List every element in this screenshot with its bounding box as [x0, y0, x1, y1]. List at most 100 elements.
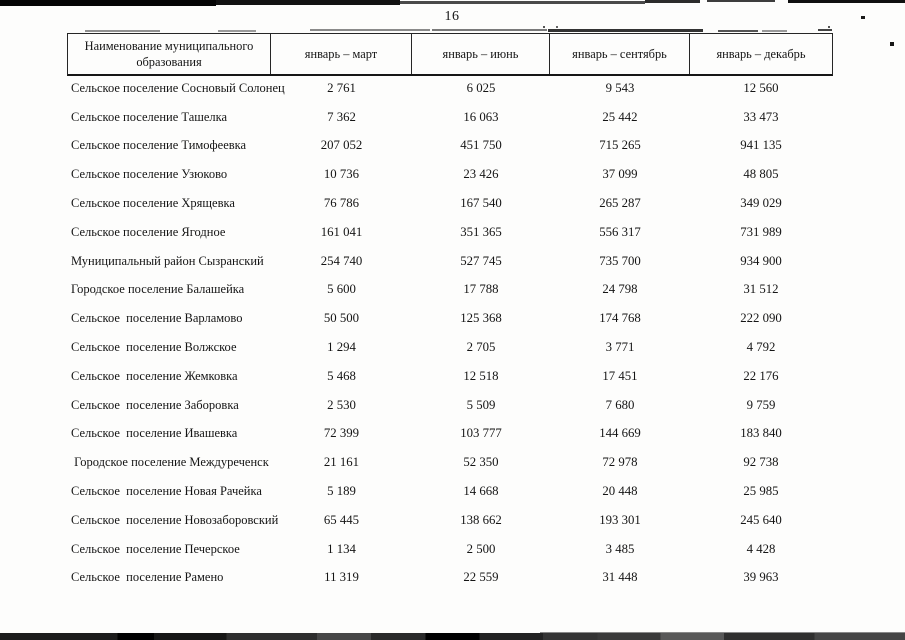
row-name-cell: Сельское поселение Волжское	[71, 340, 237, 355]
row-value-cell: 2 705	[466, 340, 496, 355]
row-value-cell: 193 301	[599, 512, 641, 527]
row-value-cell: 349 029	[740, 196, 782, 211]
row-value-cell: 5 189	[327, 484, 356, 499]
row-value-cell: 16 063	[463, 109, 499, 124]
scan-artifact-speck	[890, 42, 894, 46]
row-name-cell: Сельское поселение Ягодное	[71, 224, 226, 239]
row-value-cell: 556 317	[599, 224, 641, 239]
row-name-cell: Сельское поселение Жемковка	[71, 368, 238, 383]
scan-artifact-dash	[718, 30, 758, 32]
table-row: Сельское поселение Заборовка 2 530 5 509 7 …	[69, 391, 832, 420]
row-value-cell: 5 509	[466, 397, 496, 412]
row-value-cell: 92 738	[743, 455, 779, 470]
scan-artifact-speck	[861, 16, 865, 19]
scan-artifact-dash	[310, 29, 430, 31]
row-value-cell: 14 668	[463, 484, 499, 499]
table-row: Сельское поселение Новая Рачейка 5 189 14 …	[69, 477, 832, 506]
table-body: Сельское поселение Сосновый Солонец 2 761…	[69, 74, 832, 592]
row-value-cell: 103 777	[460, 426, 502, 441]
row-value-cell: 11 319	[324, 570, 359, 585]
row-name-cell: Сельское поселение Сосновый Солонец	[71, 80, 285, 95]
row-value-cell: 2 530	[327, 397, 356, 412]
row-name-cell: Сельское поселение Варламово	[71, 311, 243, 326]
scan-artifact-top-band	[216, 0, 400, 5]
table-row: Сельское поселение Сосновый Солонец 2 761…	[69, 74, 832, 103]
row-value-cell: 934 900	[740, 253, 782, 268]
row-value-cell: 12 560	[743, 80, 779, 95]
row-value-cell: 2 500	[466, 541, 496, 556]
row-value-cell: 254 740	[320, 253, 363, 268]
scan-artifact-top-band	[788, 0, 905, 3]
table-row: Сельское поселение Волжское 1 294 2 705 3 7…	[69, 333, 832, 362]
row-value-cell: 161 041	[320, 224, 363, 239]
column-header-jan-sep: январь – сентябрь	[549, 34, 689, 74]
row-value-cell: 2 761	[327, 80, 356, 95]
row-value-cell: 5 600	[327, 282, 356, 297]
scan-artifact-speck	[556, 26, 558, 28]
table-row: Муниципальный район Сызранский 254 740 527…	[69, 247, 832, 276]
scan-artifact-speck	[543, 26, 545, 28]
row-value-cell: 138 662	[460, 512, 502, 527]
row-name-cell: Сельское поселение Новозаборовский	[71, 512, 279, 527]
table-row: Сельское поселение Ташелка 7 362 16 063 25 …	[69, 103, 832, 132]
table-row: Сельское поселение Ивашевка 72 399 103 777…	[69, 420, 832, 449]
row-name-cell: Сельское поселение Печерское	[71, 541, 240, 556]
scan-artifact-dash	[218, 30, 256, 32]
row-value-cell: 33 473	[743, 109, 779, 124]
row-value-cell: 17 451	[602, 368, 638, 383]
row-value-cell: 144 669	[599, 426, 641, 441]
column-header-jan-jun: январь – июнь	[411, 34, 549, 74]
row-value-cell: 10 736	[323, 167, 360, 182]
row-value-cell: 4 792	[746, 340, 776, 355]
page-number: 16	[444, 9, 460, 24]
table-row: Сельское поселение Рамено 11 319 22 559 31 …	[69, 564, 832, 593]
row-name-cell: Городское поселение Балашейка	[71, 282, 245, 297]
row-value-cell: 941 135	[740, 138, 782, 153]
row-value-cell: 183 840	[740, 426, 782, 441]
row-name-cell: Сельское поселение Ташелка	[71, 109, 228, 124]
row-value-cell: 715 265	[599, 138, 641, 153]
row-value-cell: 76 786	[323, 196, 360, 211]
row-value-cell: 6 025	[466, 80, 496, 95]
row-value-cell: 31 448	[602, 570, 638, 585]
scan-artifact-speck	[828, 26, 830, 28]
row-name-cell: Городское поселение Междуреченск	[71, 455, 269, 470]
row-value-cell: 1 134	[327, 541, 356, 556]
row-value-cell: 9 759	[746, 397, 776, 412]
row-value-cell: 7 362	[327, 109, 356, 124]
row-value-cell: 351 365	[460, 224, 502, 239]
row-value-cell: 167 540	[460, 196, 502, 211]
table-row: Городское поселение Балашейка 5 600 17 788…	[69, 276, 832, 305]
row-value-cell: 9 543	[605, 80, 635, 95]
row-value-cell: 24 798	[602, 282, 638, 297]
table-row: Сельское поселение Тимофеевка 207 052 451 …	[69, 132, 832, 161]
table-header: Наименование муниципального образования …	[67, 33, 833, 76]
row-name-cell: Сельское поселение Заборовка	[71, 397, 239, 412]
row-value-cell: 5 468	[327, 368, 356, 383]
row-value-cell: 7 680	[605, 397, 635, 412]
row-value-cell: 25 442	[602, 109, 638, 124]
table-row: Сельское поселение Варламово 50 500 125 36…	[69, 304, 832, 333]
table-row: Сельское поселение Печерское 1 134 2 500 3 …	[69, 535, 832, 564]
table-row: Сельское поселение Жемковка 5 468 12 518 17…	[69, 362, 832, 391]
row-value-cell: 72 978	[602, 455, 638, 470]
scan-artifact-dash	[85, 30, 160, 32]
row-value-cell: 52 350	[463, 455, 499, 470]
scan-artifact-bottom-band	[0, 633, 905, 640]
scan-artifact-top-band	[400, 1, 645, 4]
row-value-cell: 222 090	[740, 311, 782, 326]
row-value-cell: 451 750	[460, 138, 502, 153]
row-name-cell: Сельское поселение Новая Рачейка	[71, 484, 262, 499]
row-value-cell: 174 768	[599, 311, 641, 326]
row-value-cell: 65 445	[323, 512, 360, 527]
row-name-cell: Сельское поселение Рамено	[71, 570, 224, 585]
scan-artifact-dash	[818, 29, 832, 31]
row-value-cell: 527 745	[460, 253, 502, 268]
row-value-cell: 50 500	[323, 311, 360, 326]
row-value-cell: 48 805	[743, 167, 779, 182]
table-row: Городское поселение Междуреченск 21 161 52…	[69, 448, 832, 477]
table-row: Сельское поселение Ягодное 161 041 351 365…	[69, 218, 832, 247]
row-value-cell: 265 287	[599, 196, 641, 211]
column-header-jan-dec: январь – декабрь	[689, 34, 832, 74]
